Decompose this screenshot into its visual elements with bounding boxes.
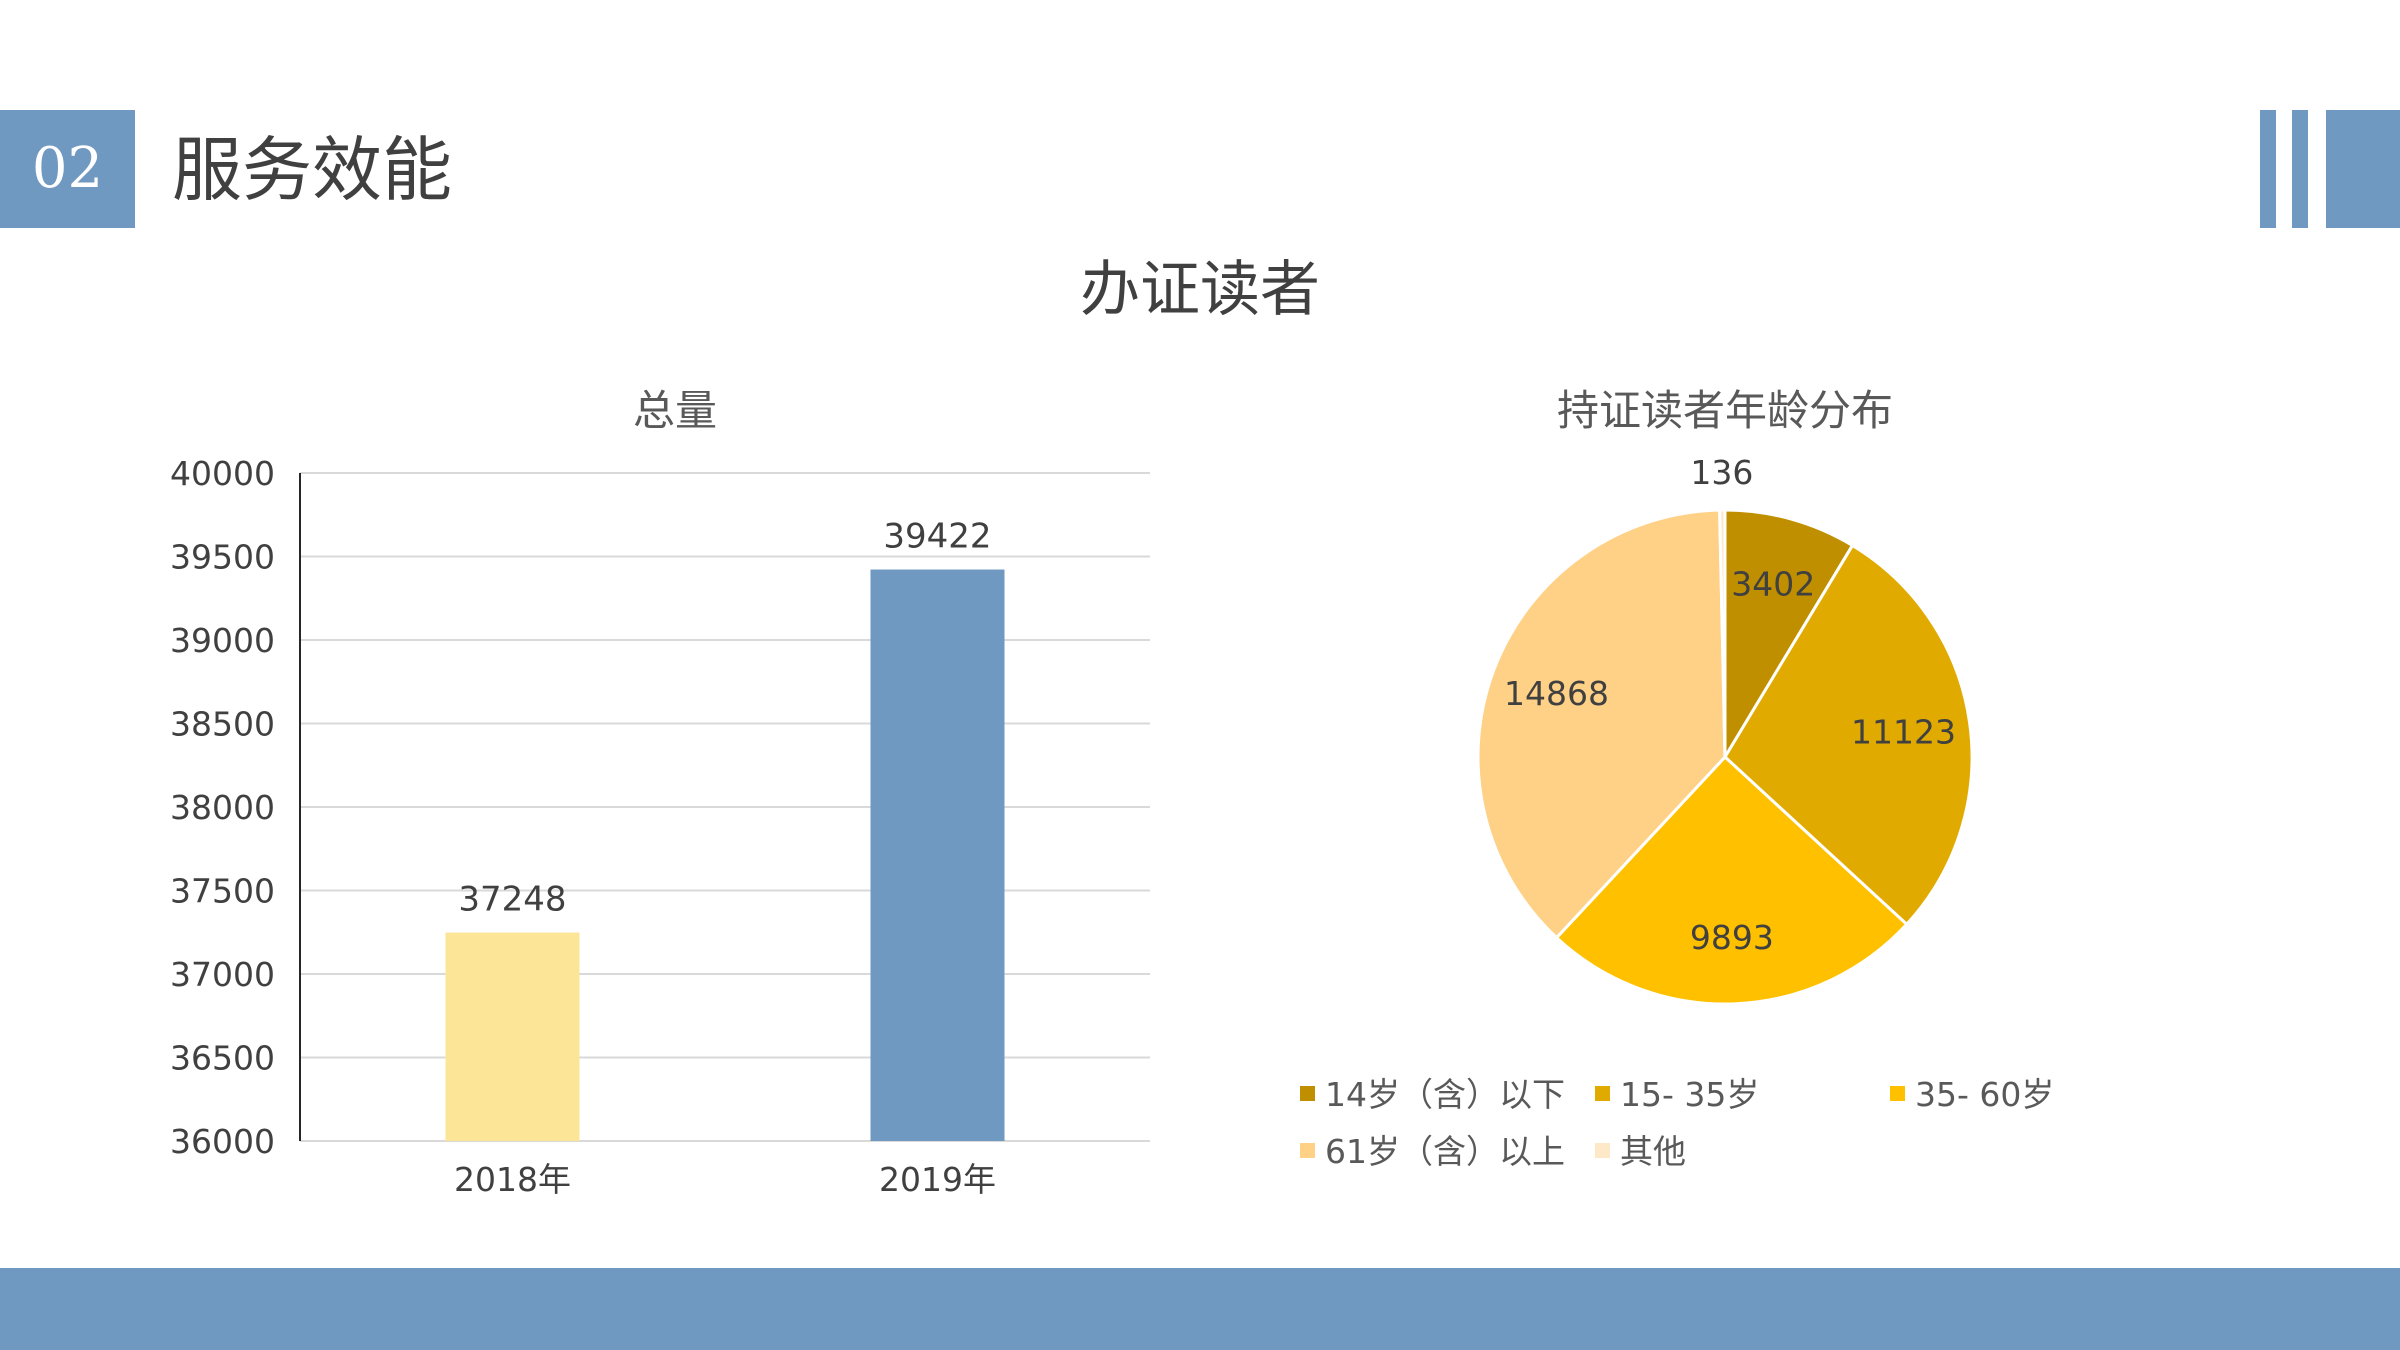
legend-swatch [1595, 1086, 1610, 1101]
y-tick-label: 36000 [170, 1122, 275, 1161]
pie-data-label: 11123 [1851, 712, 1956, 751]
section-title: 服务效能 [172, 129, 452, 211]
pie-slice [1476, 508, 1727, 940]
pie-slice [1554, 754, 1909, 1006]
bar-chart-title: 总量 [633, 386, 717, 435]
bar-data-label: 37248 [458, 880, 566, 920]
main-title: 办证读者 [1080, 255, 1320, 325]
x-tick-label: 2019年 [879, 1160, 996, 1199]
legend-swatch [1890, 1086, 1905, 1101]
y-tick-label: 36500 [170, 1039, 275, 1078]
legend-label: 其他 [1620, 1132, 1686, 1171]
footer-bar [0, 1268, 2400, 1350]
y-tick-label: 39000 [170, 621, 275, 660]
x-tick-label: 2018年 [454, 1160, 571, 1199]
y-tick-label: 37500 [170, 872, 275, 911]
pie-slice [1718, 508, 1727, 758]
bar-data-label: 39422 [883, 517, 991, 557]
pie-chart-title: 持证读者年龄分布 [1557, 386, 1893, 435]
bar-2019年 [870, 569, 1005, 1141]
y-tick-label: 40000 [170, 454, 275, 493]
pie-slice [1723, 508, 1855, 763]
legend-swatch [1300, 1086, 1315, 1101]
section-number-badge: 02 [0, 110, 135, 228]
bar-chart: 总量 36000 36500 37000 37500 38000 38500 39000 39… [170, 386, 1150, 1199]
pie-chart: 持证读者年龄分布 3402 11123 9893 14868 136 14岁（含）以下 15… [1300, 386, 2054, 1171]
deco-bar-wide [2326, 110, 2400, 228]
legend-label: 61岁（含）以上 [1325, 1132, 1565, 1171]
legend-label: 15- 35岁 [1620, 1075, 1759, 1114]
pie-data-label: 136 [1690, 453, 1753, 492]
legend-label: 14岁（含）以下 [1325, 1075, 1565, 1114]
legend-label: 35- 60岁 [1915, 1075, 2054, 1114]
deco-bar-thin-2 [2292, 110, 2308, 228]
legend-swatch [1300, 1143, 1315, 1158]
deco-bar-thin-1 [2260, 110, 2276, 228]
bar-2018年 [445, 932, 580, 1141]
legend-swatch [1595, 1143, 1610, 1158]
y-tick-label: 37000 [170, 955, 275, 994]
pie-slice [1723, 543, 1974, 927]
y-tick-label: 39500 [170, 538, 275, 577]
pie-data-label: 9893 [1690, 918, 1774, 957]
pie-data-label: 3402 [1731, 564, 1815, 603]
y-tick-label: 38000 [170, 788, 275, 827]
pie-data-label: 14868 [1504, 674, 1609, 713]
y-tick-label: 38500 [170, 705, 275, 744]
